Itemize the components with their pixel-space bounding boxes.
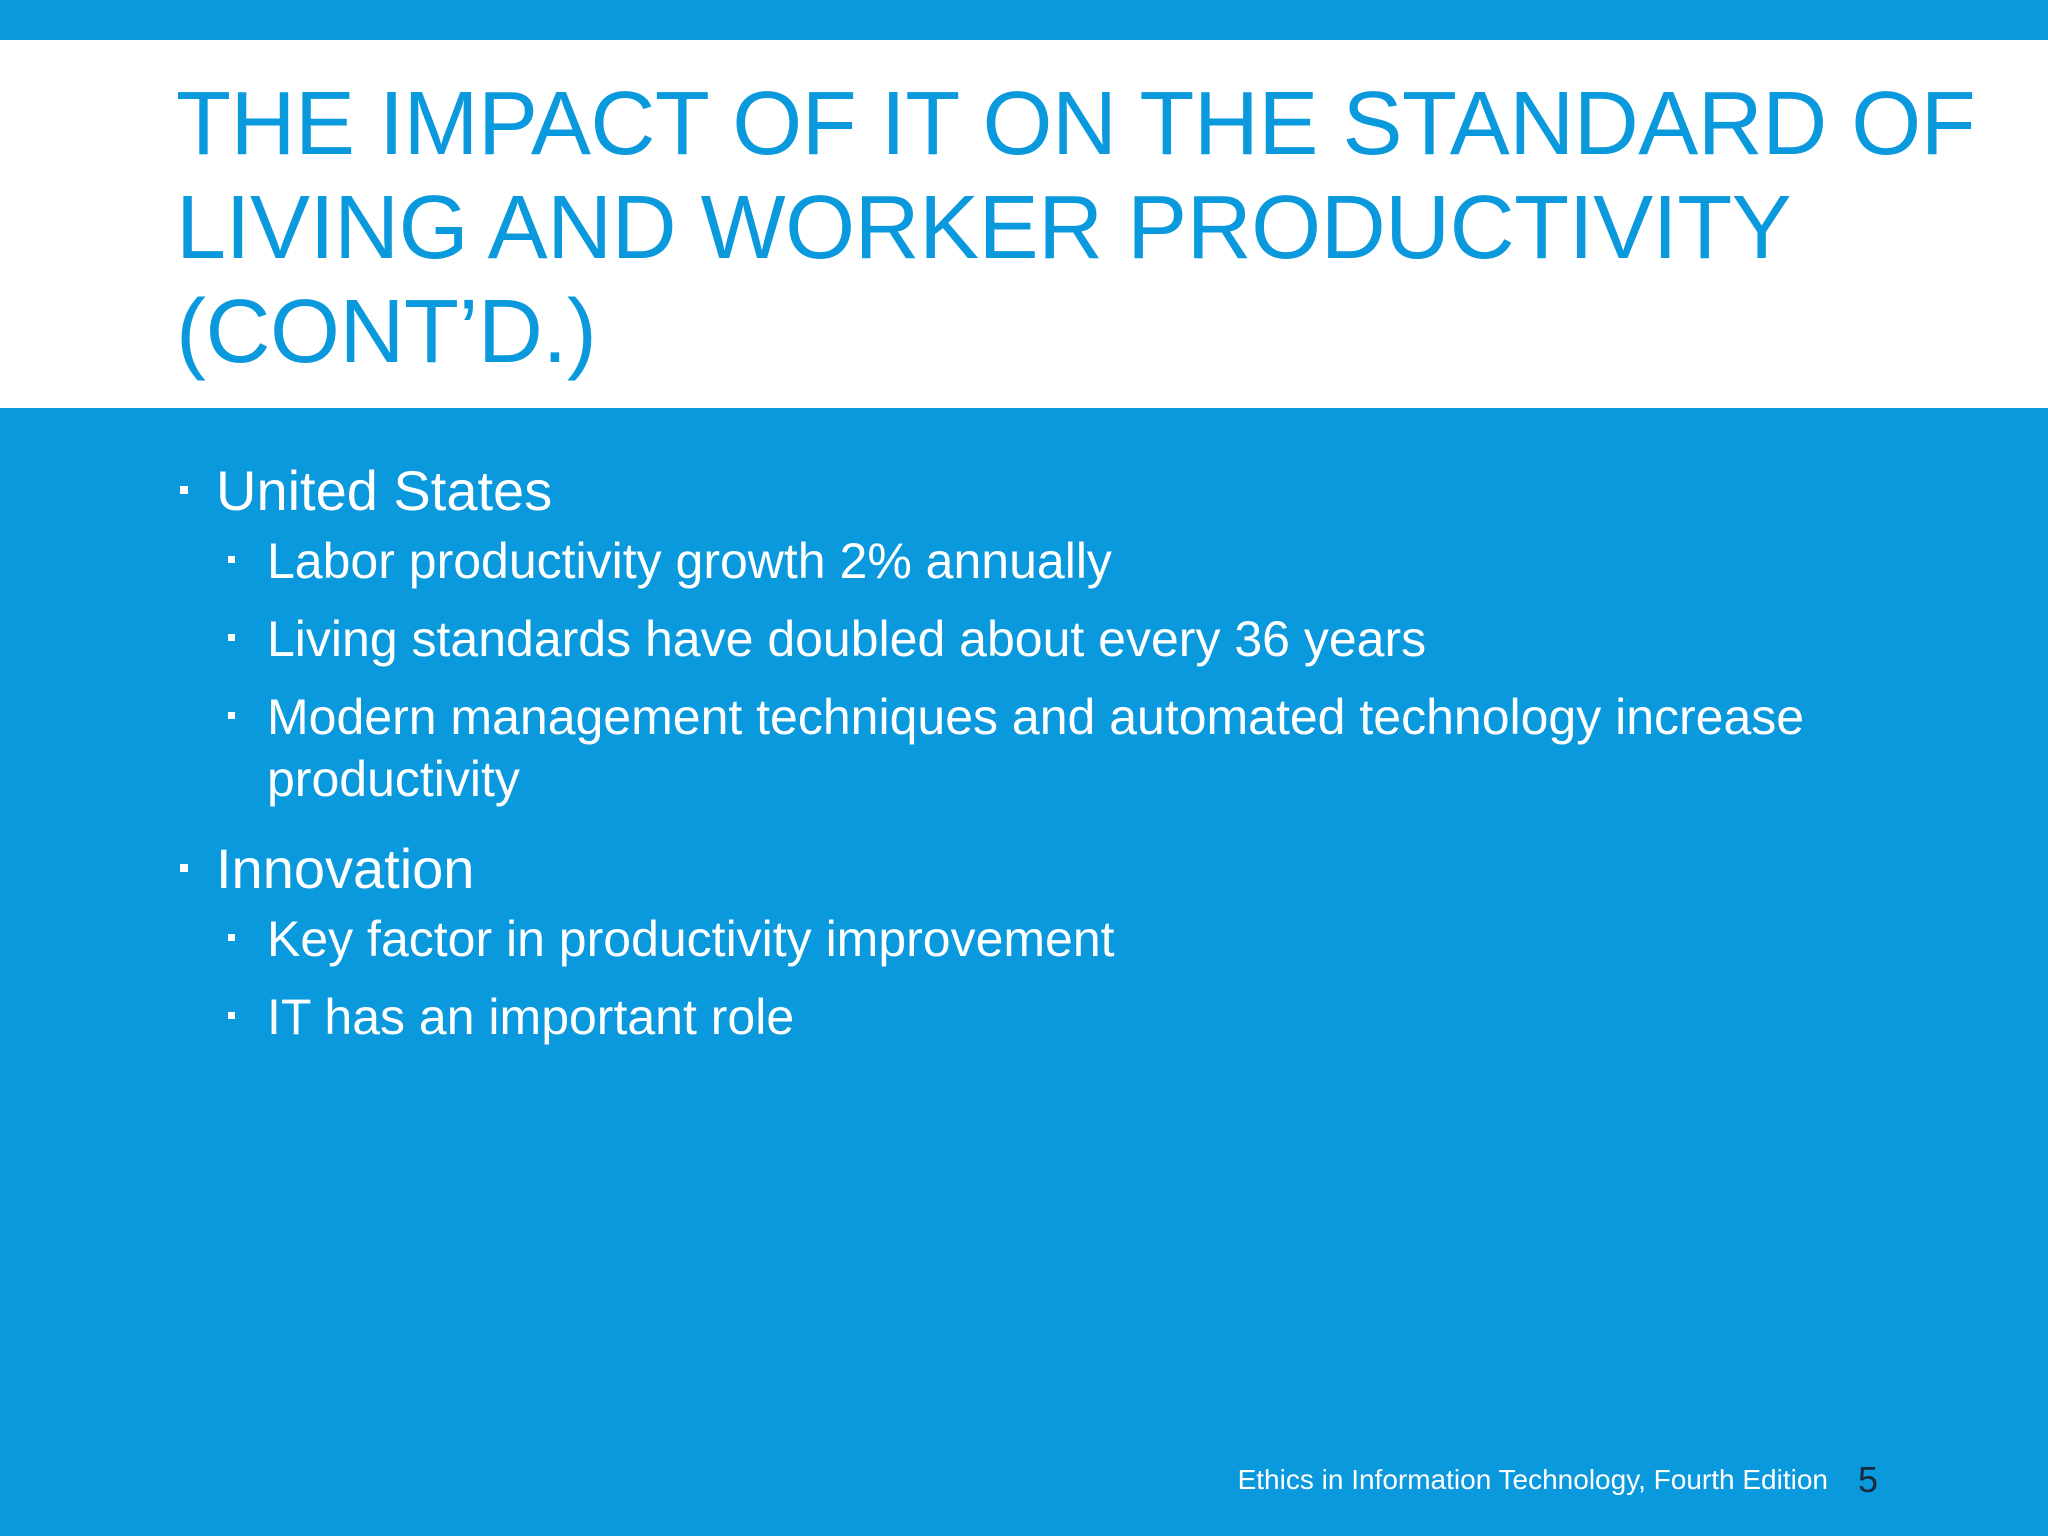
sub-bullet-list: Labor productivity growth 2% annually Li… [216,530,1996,810]
sub-bullet-text: Key factor in productivity improvement [267,911,1115,967]
bullet-text: United States [216,459,553,522]
square-bullet-icon [228,934,235,941]
sub-bullet-item: Labor productivity growth 2% annually [176,530,1887,592]
slide-footer: Ethics in Information Technology, Fourth… [1237,1464,1828,1495]
square-bullet-icon [180,486,188,494]
slide-title: THE IMPACT OF IT ON THE STANDARD OF LIVI… [176,74,1976,382]
square-bullet-icon [228,556,235,563]
title-band [0,40,2048,408]
bullet-innovation: Innovation Key factor in productivity im… [176,836,1996,1048]
sub-bullet-text: IT has an important role [267,989,795,1045]
square-bullet-icon [180,864,188,872]
square-bullet-icon [228,712,235,719]
sub-bullet-item: IT has an important role [176,986,1887,1048]
sub-bullet-item: Modern management techniques and automat… [176,686,1887,810]
sub-bullet-item: Living standards have doubled about ever… [176,608,1887,670]
bullet-united-states: United States Labor productivity growth … [176,458,1996,810]
square-bullet-icon [228,1012,235,1019]
square-bullet-icon [228,634,235,641]
bullet-text: Innovation [216,837,475,900]
page-number: 5 [1858,1459,1879,1500]
content-band [0,408,2048,1536]
sub-bullet-item: Key factor in productivity improvement [176,908,1887,970]
sub-bullet-text: Labor productivity growth 2% annually [267,533,1112,589]
top-accent-bar [0,0,2048,40]
sub-bullet-list: Key factor in productivity improvement I… [216,908,1996,1048]
sub-bullet-text: Living standards have doubled about ever… [267,611,1427,667]
sub-bullet-text: Modern management techniques and automat… [267,689,1805,807]
bullet-list: United States Labor productivity growth … [176,458,1996,1064]
